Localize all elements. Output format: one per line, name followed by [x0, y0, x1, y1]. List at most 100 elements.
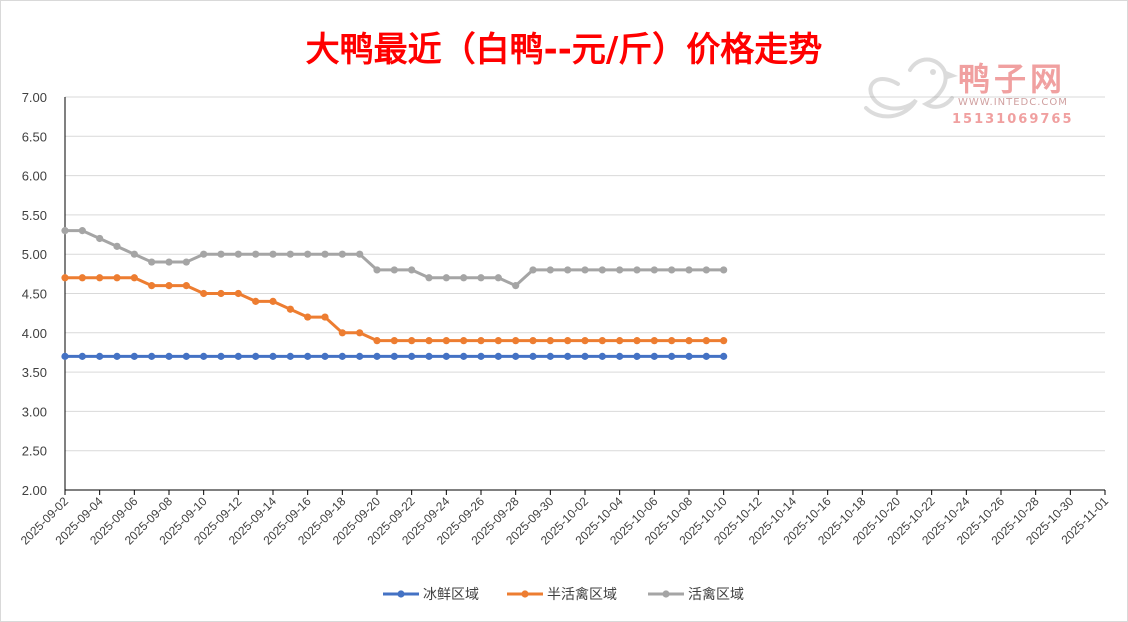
- data-point: [477, 337, 485, 345]
- data-point: [616, 352, 624, 360]
- data-point: [668, 266, 676, 274]
- data-point: [598, 266, 606, 274]
- data-point: [633, 337, 641, 345]
- series-lines: [61, 227, 728, 360]
- y-tick-label: 5.50: [22, 208, 47, 223]
- data-point: [148, 352, 156, 360]
- data-point: [304, 313, 312, 321]
- data-point: [668, 352, 676, 360]
- data-point: [338, 352, 346, 360]
- series-line: [65, 276, 724, 343]
- data-point: [78, 352, 86, 360]
- data-point: [269, 250, 277, 258]
- data-point: [650, 352, 658, 360]
- data-point: [252, 352, 260, 360]
- data-point: [269, 352, 277, 360]
- data-point: [702, 352, 710, 360]
- data-point: [304, 352, 312, 360]
- data-point: [616, 266, 624, 274]
- legend-item: 活禽区域: [648, 586, 744, 603]
- data-point: [529, 337, 537, 345]
- data-point: [598, 352, 606, 360]
- data-point: [217, 352, 225, 360]
- legend-marker: [397, 590, 405, 598]
- y-tick-label: 7.00: [22, 90, 47, 105]
- data-point: [78, 274, 86, 282]
- data-point: [477, 352, 485, 360]
- data-point: [373, 352, 381, 360]
- data-point: [217, 250, 225, 258]
- data-point: [702, 266, 710, 274]
- data-point: [321, 352, 329, 360]
- data-point: [78, 227, 86, 235]
- data-point: [477, 274, 485, 282]
- data-point: [130, 274, 138, 282]
- data-point: [148, 258, 156, 266]
- data-point: [581, 352, 589, 360]
- data-point: [720, 337, 728, 345]
- legend-marker: [521, 590, 529, 598]
- data-point: [494, 337, 502, 345]
- data-point: [182, 282, 190, 290]
- data-point: [442, 274, 450, 282]
- y-tick-label: 4.50: [22, 287, 47, 302]
- y-tick-label: 2.00: [22, 483, 47, 498]
- data-point: [182, 352, 190, 360]
- data-point: [113, 274, 121, 282]
- data-point: [356, 352, 364, 360]
- data-point: [234, 352, 242, 360]
- data-point: [460, 352, 468, 360]
- data-point: [512, 352, 520, 360]
- watermark-site: WWW.INTEDC.COM: [958, 97, 1068, 108]
- data-point: [338, 250, 346, 258]
- data-point: [425, 274, 433, 282]
- data-point: [96, 274, 104, 282]
- watermark-logo: 鸭子网 WWW.INTEDC.COM 15131069765: [864, 57, 1072, 127]
- y-tick-label: 5.00: [22, 247, 47, 262]
- legend: 冰鲜区域 半活禽区域 活禽区域: [383, 586, 744, 603]
- data-point: [182, 258, 190, 266]
- data-point: [685, 352, 693, 360]
- data-point: [546, 266, 554, 274]
- data-point: [442, 337, 450, 345]
- data-point: [217, 289, 225, 298]
- data-point: [148, 282, 156, 290]
- data-point: [408, 337, 416, 345]
- y-tick-label: 3.00: [22, 404, 47, 419]
- data-point: [564, 266, 572, 274]
- legend-label: 半活禽区域: [547, 586, 617, 603]
- data-point: [581, 337, 589, 345]
- data-point: [512, 337, 520, 345]
- data-point: [564, 337, 572, 345]
- watermark-brand: 鸭子网: [958, 60, 1066, 98]
- data-point: [408, 266, 416, 274]
- data-point: [546, 352, 554, 360]
- data-point: [234, 289, 242, 298]
- series-line: [65, 229, 724, 288]
- data-point: [321, 250, 329, 258]
- data-point: [494, 352, 502, 360]
- data-point: [529, 352, 537, 360]
- duck-logo-icon: [864, 57, 958, 119]
- data-point: [130, 250, 138, 258]
- data-point: [234, 250, 242, 258]
- data-point: [390, 266, 398, 274]
- data-point: [356, 250, 364, 258]
- legend-marker: [662, 590, 670, 598]
- data-point: [373, 266, 381, 274]
- legend-item: 半活禽区域: [507, 586, 617, 603]
- data-point: [529, 266, 537, 274]
- data-point: [165, 258, 173, 266]
- data-point: [165, 352, 173, 360]
- series-0: [61, 352, 728, 360]
- series-2: [61, 227, 728, 290]
- data-point: [598, 337, 606, 345]
- data-point: [113, 352, 121, 360]
- data-point: [685, 266, 693, 274]
- data-point: [685, 337, 693, 345]
- data-point: [61, 227, 69, 235]
- data-point: [546, 337, 554, 345]
- data-point: [512, 282, 520, 290]
- legend-label: 冰鲜区域: [423, 587, 479, 603]
